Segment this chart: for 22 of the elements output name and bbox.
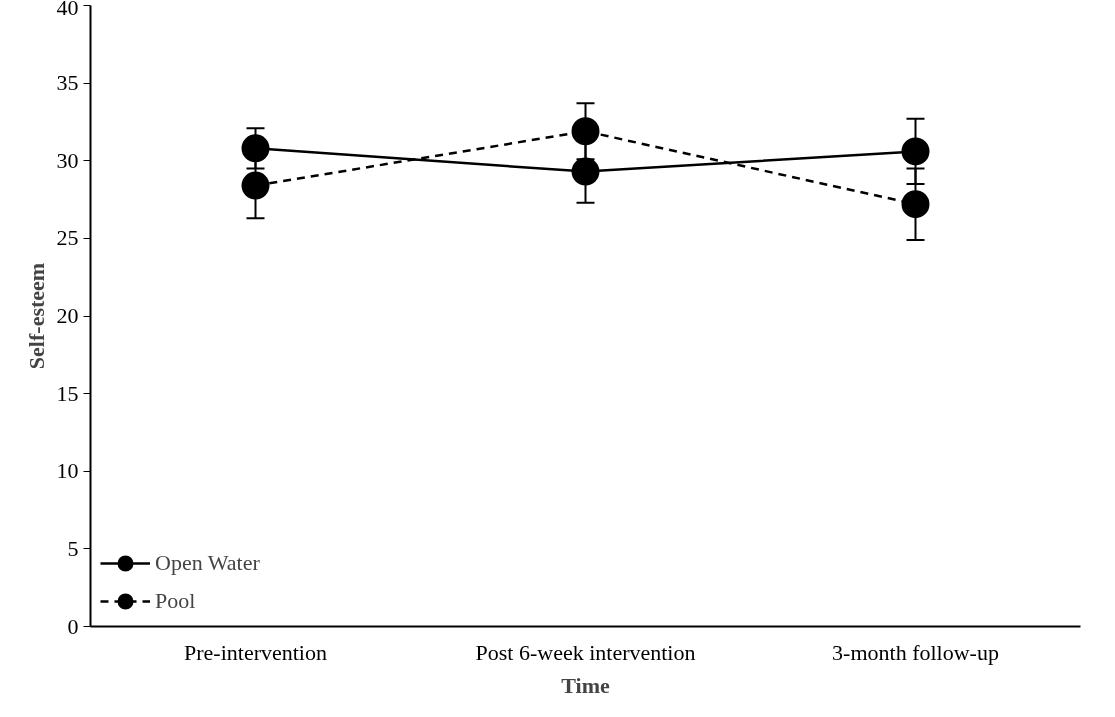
x-tick-label: 3-month follow-up xyxy=(832,639,999,665)
legend-label: Pool xyxy=(155,588,196,614)
legend-label: Open Water xyxy=(155,550,260,576)
x-tick-label: Post 6-week intervention xyxy=(475,639,696,665)
point xyxy=(241,134,270,163)
y-tick-label: 30 xyxy=(56,147,79,173)
x-tick-label: Pre-intervention xyxy=(184,639,327,665)
point xyxy=(901,190,930,219)
point xyxy=(571,117,600,146)
y-tick-label: 0 xyxy=(67,613,79,639)
y-tick-label: 25 xyxy=(56,225,79,251)
y-tick-label: 5 xyxy=(67,535,79,561)
x-axis-title: Time xyxy=(561,672,610,698)
point xyxy=(241,171,270,200)
point xyxy=(571,157,600,186)
y-axis-title: Self-esteem xyxy=(23,262,49,370)
y-tick-label: 40 xyxy=(56,0,79,20)
y-tick-label: 35 xyxy=(56,70,79,96)
y-tick-label: 10 xyxy=(56,458,79,484)
y-tick-label: 20 xyxy=(56,303,79,328)
point xyxy=(901,137,930,166)
y-tick-label: 15 xyxy=(56,380,79,406)
